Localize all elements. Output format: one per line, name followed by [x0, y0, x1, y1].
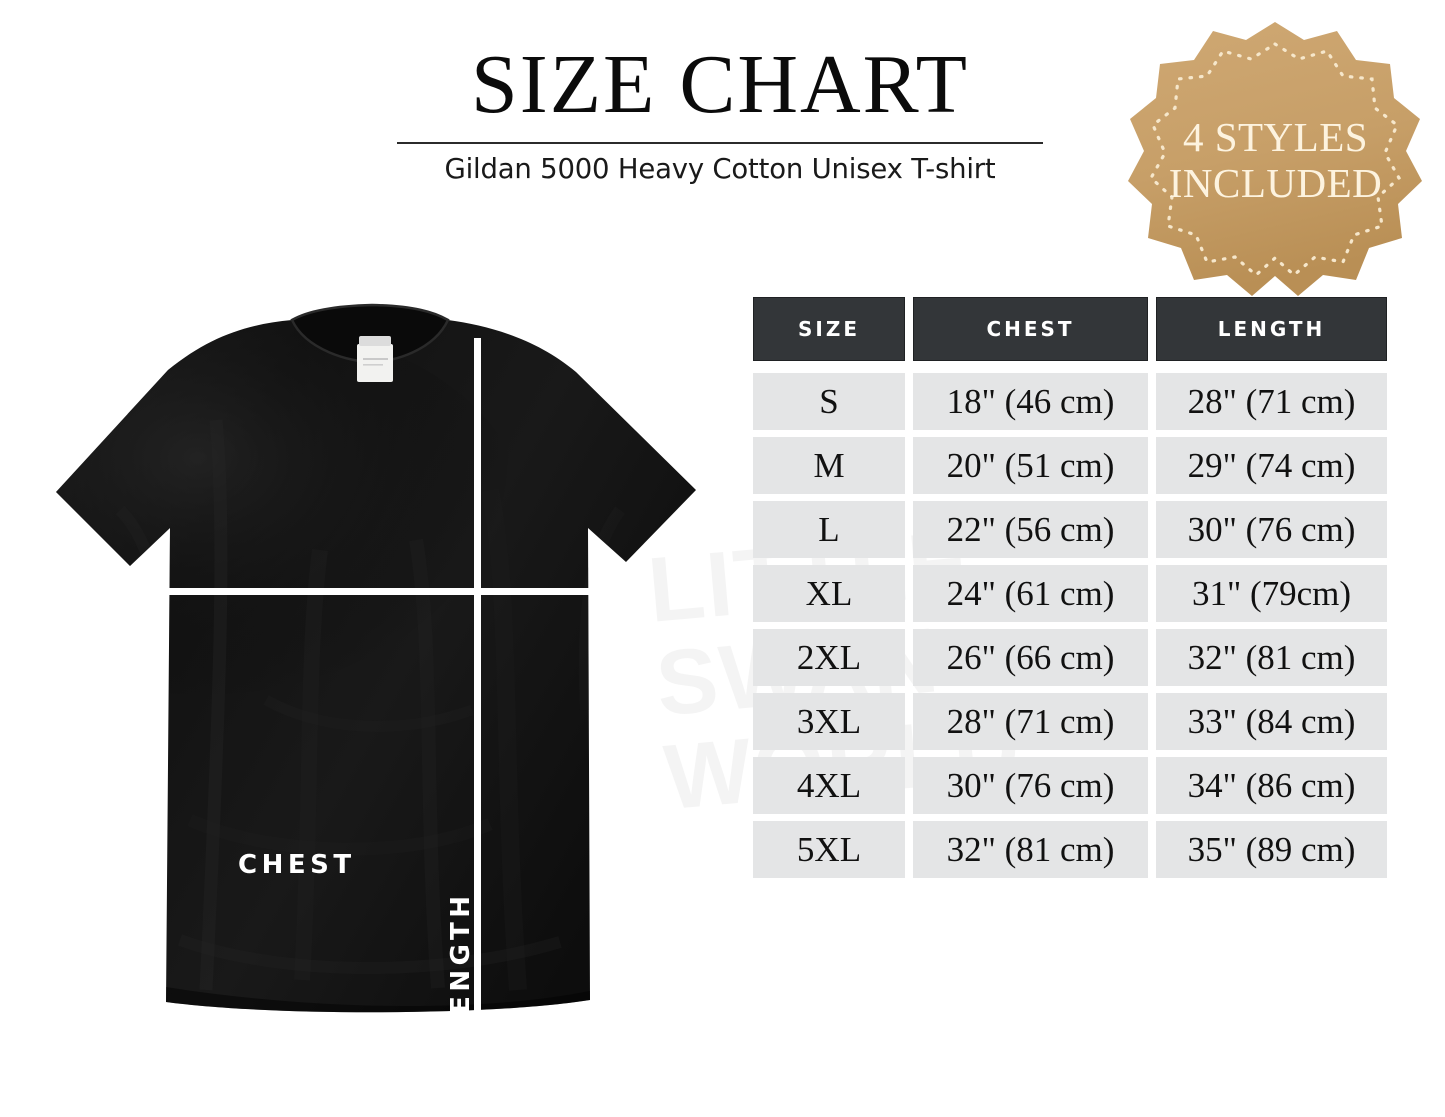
title-block: SIZE CHART Gildan 5000 Heavy Cotton Unis… — [395, 38, 1045, 186]
cell-length: 35" (89 cm) — [1156, 821, 1387, 878]
seal-icon — [1128, 22, 1422, 296]
cell-length: 30" (76 cm) — [1156, 501, 1387, 558]
chest-measurement-label: CHEST — [238, 850, 356, 880]
cell-size: 4XL — [753, 757, 905, 814]
cell-chest: 32" (81 cm) — [913, 821, 1148, 878]
table-header-row: SIZE CHEST LENGTH — [753, 297, 1387, 361]
table-row: M 20" (51 cm) 29" (74 cm) — [753, 437, 1387, 494]
table-row: 4XL 30" (76 cm) 34" (86 cm) — [753, 757, 1387, 814]
table-row: L 22" (56 cm) 30" (76 cm) — [753, 501, 1387, 558]
cell-chest: 28" (71 cm) — [913, 693, 1148, 750]
cell-size: 5XL — [753, 821, 905, 878]
table-row: 5XL 32" (81 cm) 35" (89 cm) — [753, 821, 1387, 878]
cell-size: S — [753, 373, 905, 430]
tshirt-illustration — [56, 303, 696, 1030]
cell-length: 33" (84 cm) — [1156, 693, 1387, 750]
size-chart-table: SIZE CHEST LENGTH S 18" (46 cm) 28" (71 … — [753, 297, 1387, 885]
cell-size: 3XL — [753, 693, 905, 750]
styles-included-badge: 4 STYLES INCLUDED — [1128, 18, 1423, 298]
length-guide-line — [474, 338, 481, 1030]
tshirt-figure: CHEST LENGTH — [20, 300, 720, 1040]
cell-size: 2XL — [753, 629, 905, 686]
column-header-size: SIZE — [753, 297, 905, 361]
cell-length: 28" (71 cm) — [1156, 373, 1387, 430]
cell-chest: 22" (56 cm) — [913, 501, 1148, 558]
table-row: 3XL 28" (71 cm) 33" (84 cm) — [753, 693, 1387, 750]
column-header-length: LENGTH — [1156, 297, 1387, 361]
table-row: 2XL 26" (66 cm) 32" (81 cm) — [753, 629, 1387, 686]
column-header-chest: CHEST — [913, 297, 1148, 361]
title-divider — [397, 142, 1043, 145]
cell-chest: 24" (61 cm) — [913, 565, 1148, 622]
cell-size: XL — [753, 565, 905, 622]
table-row: S 18" (46 cm) 28" (71 cm) — [753, 373, 1387, 430]
page-subtitle: Gildan 5000 Heavy Cotton Unisex T-shirt — [444, 153, 996, 186]
chest-guide-line — [168, 588, 598, 595]
cell-length: 31" (79cm) — [1156, 565, 1387, 622]
cell-length: 29" (74 cm) — [1156, 437, 1387, 494]
table-row: XL 24" (61 cm) 31" (79cm) — [753, 565, 1387, 622]
cell-chest: 18" (46 cm) — [913, 373, 1148, 430]
cell-size: L — [753, 501, 905, 558]
cell-size: M — [753, 437, 905, 494]
length-measurement-label: LENGTH — [446, 891, 476, 1035]
cell-length: 32" (81 cm) — [1156, 629, 1387, 686]
page-title: SIZE CHART — [471, 38, 969, 131]
cell-length: 34" (86 cm) — [1156, 757, 1387, 814]
cell-chest: 20" (51 cm) — [913, 437, 1148, 494]
cell-chest: 30" (76 cm) — [913, 757, 1148, 814]
cell-chest: 26" (66 cm) — [913, 629, 1148, 686]
